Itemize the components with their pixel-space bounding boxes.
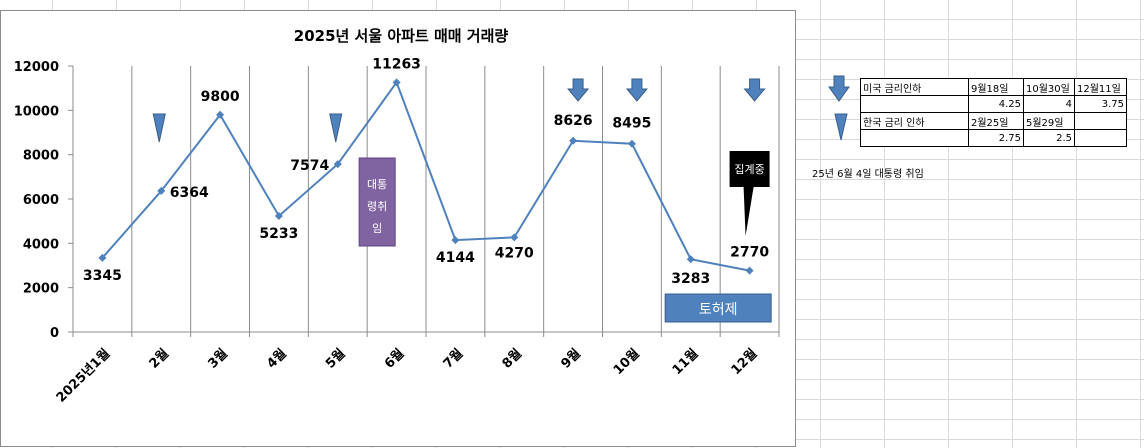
x-tick-label: 9월 <box>558 346 584 372</box>
data-label: 3345 <box>83 268 122 284</box>
y-tick-label: 8000 <box>23 149 59 164</box>
data-label: 9800 <box>201 89 240 105</box>
x-tick-label: 2025년1월 <box>53 346 113 406</box>
arrow-down-icon <box>743 78 766 102</box>
axis-layer: 0 2000 4000 6000 8000 10000 12000 2025년1월 2월 3월 4월… <box>14 60 780 406</box>
x-tick-label: 12월 <box>728 346 761 379</box>
x-tick-label: 5월 <box>322 346 348 372</box>
data-point <box>627 139 636 148</box>
data-point <box>569 136 578 145</box>
x-tick-label: 3월 <box>205 346 231 372</box>
table-cell <box>1074 129 1127 147</box>
data-label: 2770 <box>730 245 769 261</box>
triangle-down-icon <box>152 113 166 143</box>
y-tick-label: 0 <box>50 326 59 341</box>
table-cell: 5월29일 <box>1023 112 1075 130</box>
land-permit-label: 토허제 <box>699 302 738 318</box>
table-cell: 2월25일 <box>968 112 1024 130</box>
y-tick-label: 4000 <box>23 237 59 252</box>
table-cell: 4.25 <box>968 95 1024 113</box>
inauguration-label: 임 <box>372 222 382 235</box>
table-cell <box>1074 112 1127 130</box>
inauguration-label: 령취 <box>367 200 387 213</box>
data-point <box>157 186 166 195</box>
y-tick-label: 2000 <box>23 282 59 297</box>
table-cell: 한국 금리 인하 <box>860 112 969 130</box>
line-chart: 2025년 서울 아파트 매매 거래량 0 2000 4000 6000 8000 100… <box>14 27 780 406</box>
counting-callout-label: 집계중 <box>734 163 764 176</box>
inauguration-box <box>358 157 396 247</box>
data-label: 6364 <box>170 185 209 201</box>
data-point <box>686 255 695 264</box>
side-note: 25년 6월 4일 대통령 취임 <box>812 169 924 180</box>
y-tick-label: 10000 <box>14 104 59 119</box>
x-tick-label: 4월 <box>264 346 290 372</box>
data-label: 3283 <box>671 271 710 287</box>
arrow-down-icon <box>567 78 590 102</box>
table-cell: 2.5 <box>1023 129 1075 147</box>
data-point <box>392 78 401 87</box>
triangle-down-icon <box>834 113 848 141</box>
x-tick-label: 6월 <box>381 346 407 372</box>
x-tick-label: 8월 <box>499 346 525 372</box>
table-cell: 미국 금리인하 <box>860 78 969 96</box>
table-cell: 4 <box>1023 95 1075 113</box>
table-cell: 3.75 <box>1074 95 1127 113</box>
data-label: 7574 <box>290 158 329 174</box>
x-tick-label: 11월 <box>669 346 702 379</box>
land-permit-box <box>664 293 772 323</box>
data-point <box>451 236 460 245</box>
data-label: 8626 <box>554 113 593 129</box>
triangle-down-icon <box>329 113 343 143</box>
table-row: 4.25 4 3.75 <box>860 95 1127 113</box>
data-point <box>274 212 283 221</box>
chart-title: 2025년 서울 아파트 매매 거래량 <box>294 27 509 45</box>
x-tick-label: 7월 <box>440 346 466 372</box>
table-cell <box>860 95 969 113</box>
table-row: 한국 금리 인하 2월25일 5월29일 <box>860 112 1127 130</box>
arrow-down-icon <box>828 75 850 102</box>
data-point <box>745 266 754 275</box>
arrow-down-icon <box>625 78 648 102</box>
table-cell <box>860 129 969 147</box>
series-line <box>101 80 750 272</box>
data-label: 8495 <box>612 116 651 132</box>
x-tick-label: 2월 <box>146 346 172 372</box>
table-cell: 9월18일 <box>968 78 1024 96</box>
table-row: 2.75 2.5 <box>860 129 1127 147</box>
data-label-layer: 3345 6364 9800 5233 7574 11263 4144 4270 8626 849… <box>83 56 769 287</box>
data-point <box>98 253 107 262</box>
data-point <box>216 110 225 119</box>
y-tick-label: 12000 <box>14 60 59 75</box>
counting-callout <box>729 151 770 236</box>
data-label: 4144 <box>436 250 475 266</box>
table-cell: 10월30일 <box>1023 78 1075 96</box>
chart-area: 2025년 서울 아파트 매매 거래량 0 2000 4000 6000 8000 100… <box>0 10 796 447</box>
data-point <box>333 160 342 169</box>
data-point <box>510 233 519 242</box>
x-tick-label: 10월 <box>610 346 643 379</box>
data-label: 4270 <box>495 245 534 261</box>
table-cell: 12월11일 <box>1074 78 1127 96</box>
rate-cut-table: 미국 금리인하 9월18일 10월30일 12월11일 4.25 4 3.75 … <box>860 78 1127 147</box>
grid-layer <box>131 66 780 332</box>
inauguration-label: 대통 <box>367 178 387 191</box>
y-tick-label: 6000 <box>23 193 59 208</box>
data-label: 5233 <box>259 226 298 242</box>
table-cell: 2.75 <box>968 129 1024 147</box>
table-row: 미국 금리인하 9월18일 10월30일 12월11일 <box>860 78 1127 96</box>
series-layer <box>98 78 754 275</box>
data-label: 11263 <box>372 56 421 72</box>
